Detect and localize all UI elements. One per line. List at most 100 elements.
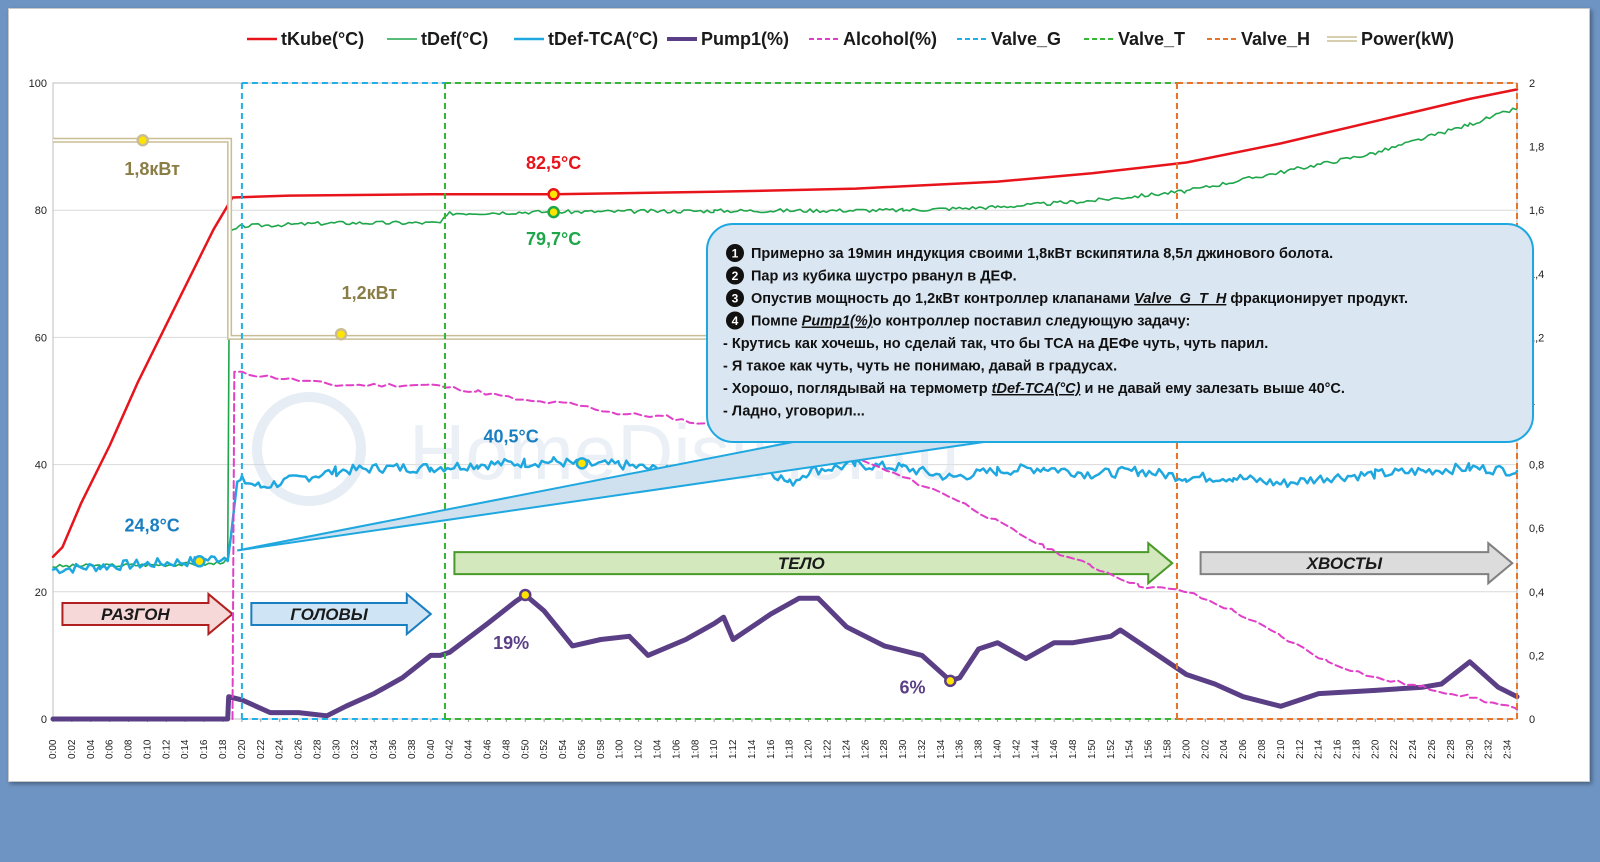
phase-arrows: РАЗГОН ГОЛОВЫ ТЕЛО ХВОСТЫ [61,541,1514,637]
legend-label-pump: Pump1(%) [701,29,789,49]
marker-pump [519,588,532,602]
x-tick-label: 0:24 [275,739,286,759]
annotation-label: 82,5°C [526,153,581,173]
phase-arrow-shape [1199,541,1514,586]
y-right-tick-label: 0,4 [1529,587,1544,599]
chart-svg: tKube(°C) tDef(°C) tDef-TCA(°C) Pump1(%) Alc… [29,29,1545,759]
callout-text-span: о контроллер поставил следующую задачу: [873,314,1191,330]
legend-label-tkube: tKube(°C) [281,29,364,49]
x-tick-label: 0:26 [294,739,305,759]
marker-pump [944,674,957,688]
watermark-drop-icon [252,392,366,506]
series-lines [50,88,1520,722]
annotation-label: 24,8°C [125,515,180,535]
x-tick-label: 1:20 [804,739,815,759]
x-tick-label: 0:10 [142,739,153,759]
annotation-label: 1,2кВт [342,283,398,303]
callout-text-span: - Я такое как чуть, чуть не понимаю, дав… [723,359,1117,375]
x-tick-label: 0:16 [199,739,210,759]
valve-lines [240,82,1518,720]
callout-line: - Ладно, уговорил... [723,404,865,420]
phase-label: ГОЛОВЫ [290,605,368,624]
x-tick-label: 1:28 [879,739,890,759]
x-tick-label: 1:22 [823,739,834,759]
phase-arrow: ГОЛОВЫ [250,591,433,637]
callout-rect [706,223,1534,443]
x-tick-label: 0:30 [331,739,342,759]
phase-label: ТЕЛО [778,554,825,573]
x-tick-label: 0:52 [539,739,550,759]
legend-label-alcohol: Alcohol(%) [843,29,937,49]
x-tick-label: 1:50 [1087,739,1098,759]
callout-line: - Хорошо, поглядывай на термометр tDef-T… [723,381,1345,397]
callout-number-badge [726,244,744,262]
x-tick-label: 0:20 [237,739,248,759]
x-tick-label: 1:30 [898,739,909,759]
callout-text-span: Valve_G_T_H [1134,291,1227,307]
y-left-tick-label: 0 [41,714,47,726]
legend-item-pump: Pump1(%) [667,29,789,49]
callout-text-span: Пар из кубика шустро рванул в ДЕФ. [751,269,1017,285]
y-right-tick-label: 1,8 [1529,142,1544,154]
callout-text-span: - Хорошо, поглядывай на термометр [723,381,992,397]
phase-arrow-shape [453,541,1174,586]
x-tick-label: 0:32 [350,739,361,759]
x-tick-label: 2:10 [1276,739,1287,759]
x-tick-label: 0:08 [124,739,135,759]
x-tick-label: 0:46 [482,739,493,759]
x-tick-label: 2:32 [1484,739,1495,759]
y-right-tick-label: 0,2 [1529,650,1544,662]
x-tick-label: 0:28 [312,739,323,759]
y-right-tick-label: 1,6 [1529,205,1544,217]
x-tick-label: 0:36 [388,739,399,759]
x-tick-label: 2:34 [1503,739,1514,759]
x-tick-label: 1:18 [785,739,796,759]
x-tick-label: 2:28 [1446,739,1457,759]
x-axis: 0:00 0:02 0:04 0:06 0:08 0:10 0:12 0:14 0:16 0:18… [48,719,1514,759]
x-tick-label: 1:56 [1144,739,1155,759]
callout-line: Пар из кубика шустро рванул в ДЕФ. [751,269,1017,285]
legend-label-tca: tDef-TCA(°C) [548,29,658,49]
x-tick-label: 0:22 [256,739,267,759]
marker-tca [193,555,206,568]
series-tdef [52,107,1518,569]
legend-label-power: Power(kW) [1361,29,1454,49]
x-tick-label: 1:12 [728,739,739,759]
y-right-tick-label: 0 [1529,714,1535,726]
y-right-tick-label: 2 [1529,78,1535,90]
x-tick-label: 2:30 [1465,739,1476,759]
x-tick-label: 0:02 [67,739,78,759]
x-tick-label: 2:26 [1427,739,1438,759]
valve-valveh [1175,82,1518,720]
marker-tdef [547,205,560,219]
x-tick-label: 1:42 [1011,739,1022,759]
y-left-tick-label: 40 [35,460,47,472]
x-tick-label: 0:56 [577,739,588,759]
x-tick-label: 0:48 [501,739,512,759]
callout-text-span: tDef-TCA(°C) [992,381,1081,397]
phase-label: РАЗГОН [101,605,170,624]
annotation-label: 19% [493,633,529,653]
marker-power [136,133,149,147]
y-left-tick-label: 20 [35,587,47,599]
x-tick-label: 2:14 [1314,739,1325,759]
y-left-tick-label: 80 [35,205,47,217]
phase-arrow-shape [250,591,433,637]
callout-text-span: и не давай ему залезать выше 40°C. [1080,381,1345,397]
callout-text-span: Опустив мощность до 1,2кВт контроллер кл… [751,291,1134,307]
series-pump [50,592,1520,722]
legend-label-tdef: tDef(°C) [421,29,488,49]
callout-text-span: Pump1(%) [802,314,873,330]
callout-text-span: Примерно за 19мин индукция своими 1,8кВт… [751,246,1333,262]
x-tick-label: 1:54 [1125,739,1136,759]
x-tick-label: 1:06 [671,739,682,759]
x-tick-label: 2:16 [1333,739,1344,759]
watermark-logo [252,392,366,506]
annotation-label: 6% [900,678,926,698]
x-tick-label: 2:24 [1408,739,1419,759]
chart-panel: tKube(°C) tDef(°C) tDef-TCA(°C) Pump1(%) Alc… [8,8,1590,782]
x-tick-label: 2:02 [1200,739,1211,759]
x-tick-label: 1:32 [917,739,928,759]
x-tick-label: 1:14 [747,739,758,759]
callout-line: - Крутись как хочешь, но сделай так, что… [723,336,1268,352]
